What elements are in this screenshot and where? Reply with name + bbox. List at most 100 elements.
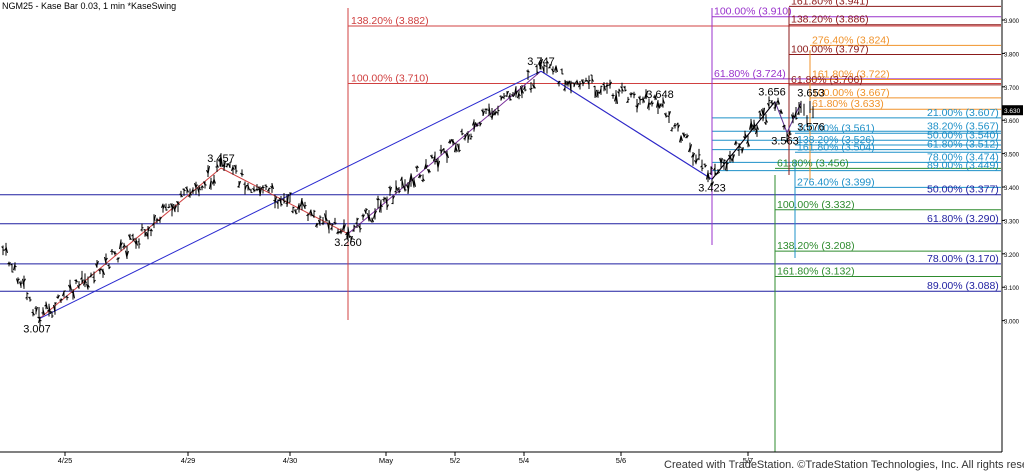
price-bar-open	[505, 95, 508, 97]
price-bar-close	[359, 227, 362, 230]
price-tick-label: 3.400	[1004, 186, 1020, 192]
price-bar-open	[794, 111, 797, 118]
price-bar-close	[533, 85, 536, 89]
price-bar-open	[421, 179, 424, 182]
price-bar-open	[10, 263, 13, 266]
price-bar-close	[765, 119, 768, 123]
price-bar-open	[62, 291, 65, 297]
price-bar-close	[165, 209, 168, 211]
price-bar-open	[499, 95, 502, 97]
price-bar-open	[623, 86, 626, 89]
price-bar-close	[594, 89, 597, 98]
price-bar-open	[134, 240, 137, 245]
price-bar-open	[460, 130, 463, 133]
price-bar-open	[617, 91, 620, 94]
price-bar-open	[382, 198, 385, 201]
price-bar-open	[560, 69, 563, 71]
price-bar-open	[670, 129, 673, 132]
price-bar-open	[376, 198, 379, 201]
price-bar-close	[668, 111, 671, 116]
price-bar-open	[538, 62, 541, 67]
price-bar-open	[752, 124, 755, 129]
fib-label: 100.00% (3.561)	[797, 122, 875, 134]
price-bar-open	[551, 68, 554, 72]
fib-label: 61.80% (3.512)	[927, 139, 999, 151]
price-bar-close	[48, 305, 51, 314]
price-bar-close	[633, 93, 636, 96]
price-bar-open	[581, 79, 584, 84]
fib-label: 138.20% (3.526)	[797, 134, 875, 146]
price-bar-open	[635, 105, 638, 108]
swing-point-label: 3.007	[23, 323, 51, 335]
price-bar-open	[710, 182, 713, 185]
price-bar-close	[226, 162, 229, 167]
price-bar-close	[26, 292, 29, 295]
price-bar-open	[454, 143, 457, 153]
price-bar-close	[72, 289, 75, 299]
price-bar-open	[596, 89, 599, 98]
price-bar-close	[159, 217, 162, 220]
price-bar-open	[673, 124, 676, 127]
price-bar-open	[146, 231, 149, 238]
price-bar-open	[312, 214, 315, 218]
price-bar-open	[761, 109, 764, 116]
price-bar-close	[615, 92, 618, 104]
price-bar-open	[593, 85, 596, 88]
price-bar-close	[771, 102, 774, 105]
price-bar-open	[379, 199, 382, 213]
price-bar-open	[167, 206, 170, 209]
swing-line	[774, 101, 788, 133]
price-bar-close	[555, 65, 558, 73]
time-tick-label: 5/7	[743, 456, 753, 465]
price-bar-close	[343, 224, 346, 230]
price-bar-close	[741, 147, 744, 153]
price-bar-open	[650, 100, 653, 105]
price-bar-close	[446, 152, 449, 159]
price-bar-close	[5, 246, 8, 253]
price-bar-open	[243, 183, 246, 185]
price-bar-close	[639, 98, 642, 101]
current-price-label: 3.630	[1004, 108, 1021, 115]
price-bar-open	[191, 188, 194, 193]
fib-label: 100.00% (3.710)	[351, 73, 429, 85]
price-bar-close	[277, 199, 280, 202]
price-bar-open	[345, 232, 348, 236]
price-bar-open	[47, 309, 50, 312]
price-bar-open	[318, 219, 321, 226]
price-bar-close	[549, 64, 552, 67]
price-bar-open	[548, 66, 551, 69]
price-bar-close	[262, 186, 265, 189]
swing-point-label: 3.576	[797, 121, 825, 133]
credit-text: Created with TradeStation. ©TradeStation…	[664, 459, 1024, 471]
price-bar-open	[122, 245, 125, 248]
price-bar-open	[197, 187, 200, 194]
price-bar-close	[371, 217, 374, 223]
price-bar-open	[661, 103, 664, 108]
price-bar-open	[764, 121, 767, 125]
price-bar-open	[83, 279, 86, 286]
price-bar-close	[665, 115, 668, 118]
price-bar-open	[409, 174, 412, 183]
price-bar-open	[520, 86, 523, 96]
price-bar-close	[2, 249, 5, 251]
price-bar-open	[7, 262, 10, 265]
fib-label: 21.00% (3.607)	[927, 107, 999, 119]
price-bar-open	[430, 155, 433, 159]
price-bar-open	[355, 222, 358, 224]
price-bar-close	[153, 214, 156, 222]
price-bar-close	[437, 160, 440, 169]
price-bar-close	[192, 189, 195, 192]
price-bar-open	[725, 161, 728, 171]
fib-label: 100.00% (3.910)	[714, 6, 792, 18]
price-bar-open	[415, 166, 418, 170]
price-bar-close	[135, 239, 138, 246]
price-bar-open	[194, 183, 197, 189]
price-bar-close	[530, 87, 533, 90]
price-bar-close	[35, 306, 38, 313]
price-bar-open	[261, 186, 264, 189]
fib-label: 100.00% (3.332)	[777, 199, 855, 211]
time-tick-label: 4/29	[181, 456, 196, 465]
price-bar-open	[758, 110, 761, 113]
price-bar-close	[726, 162, 729, 165]
price-bar-open	[719, 157, 722, 164]
